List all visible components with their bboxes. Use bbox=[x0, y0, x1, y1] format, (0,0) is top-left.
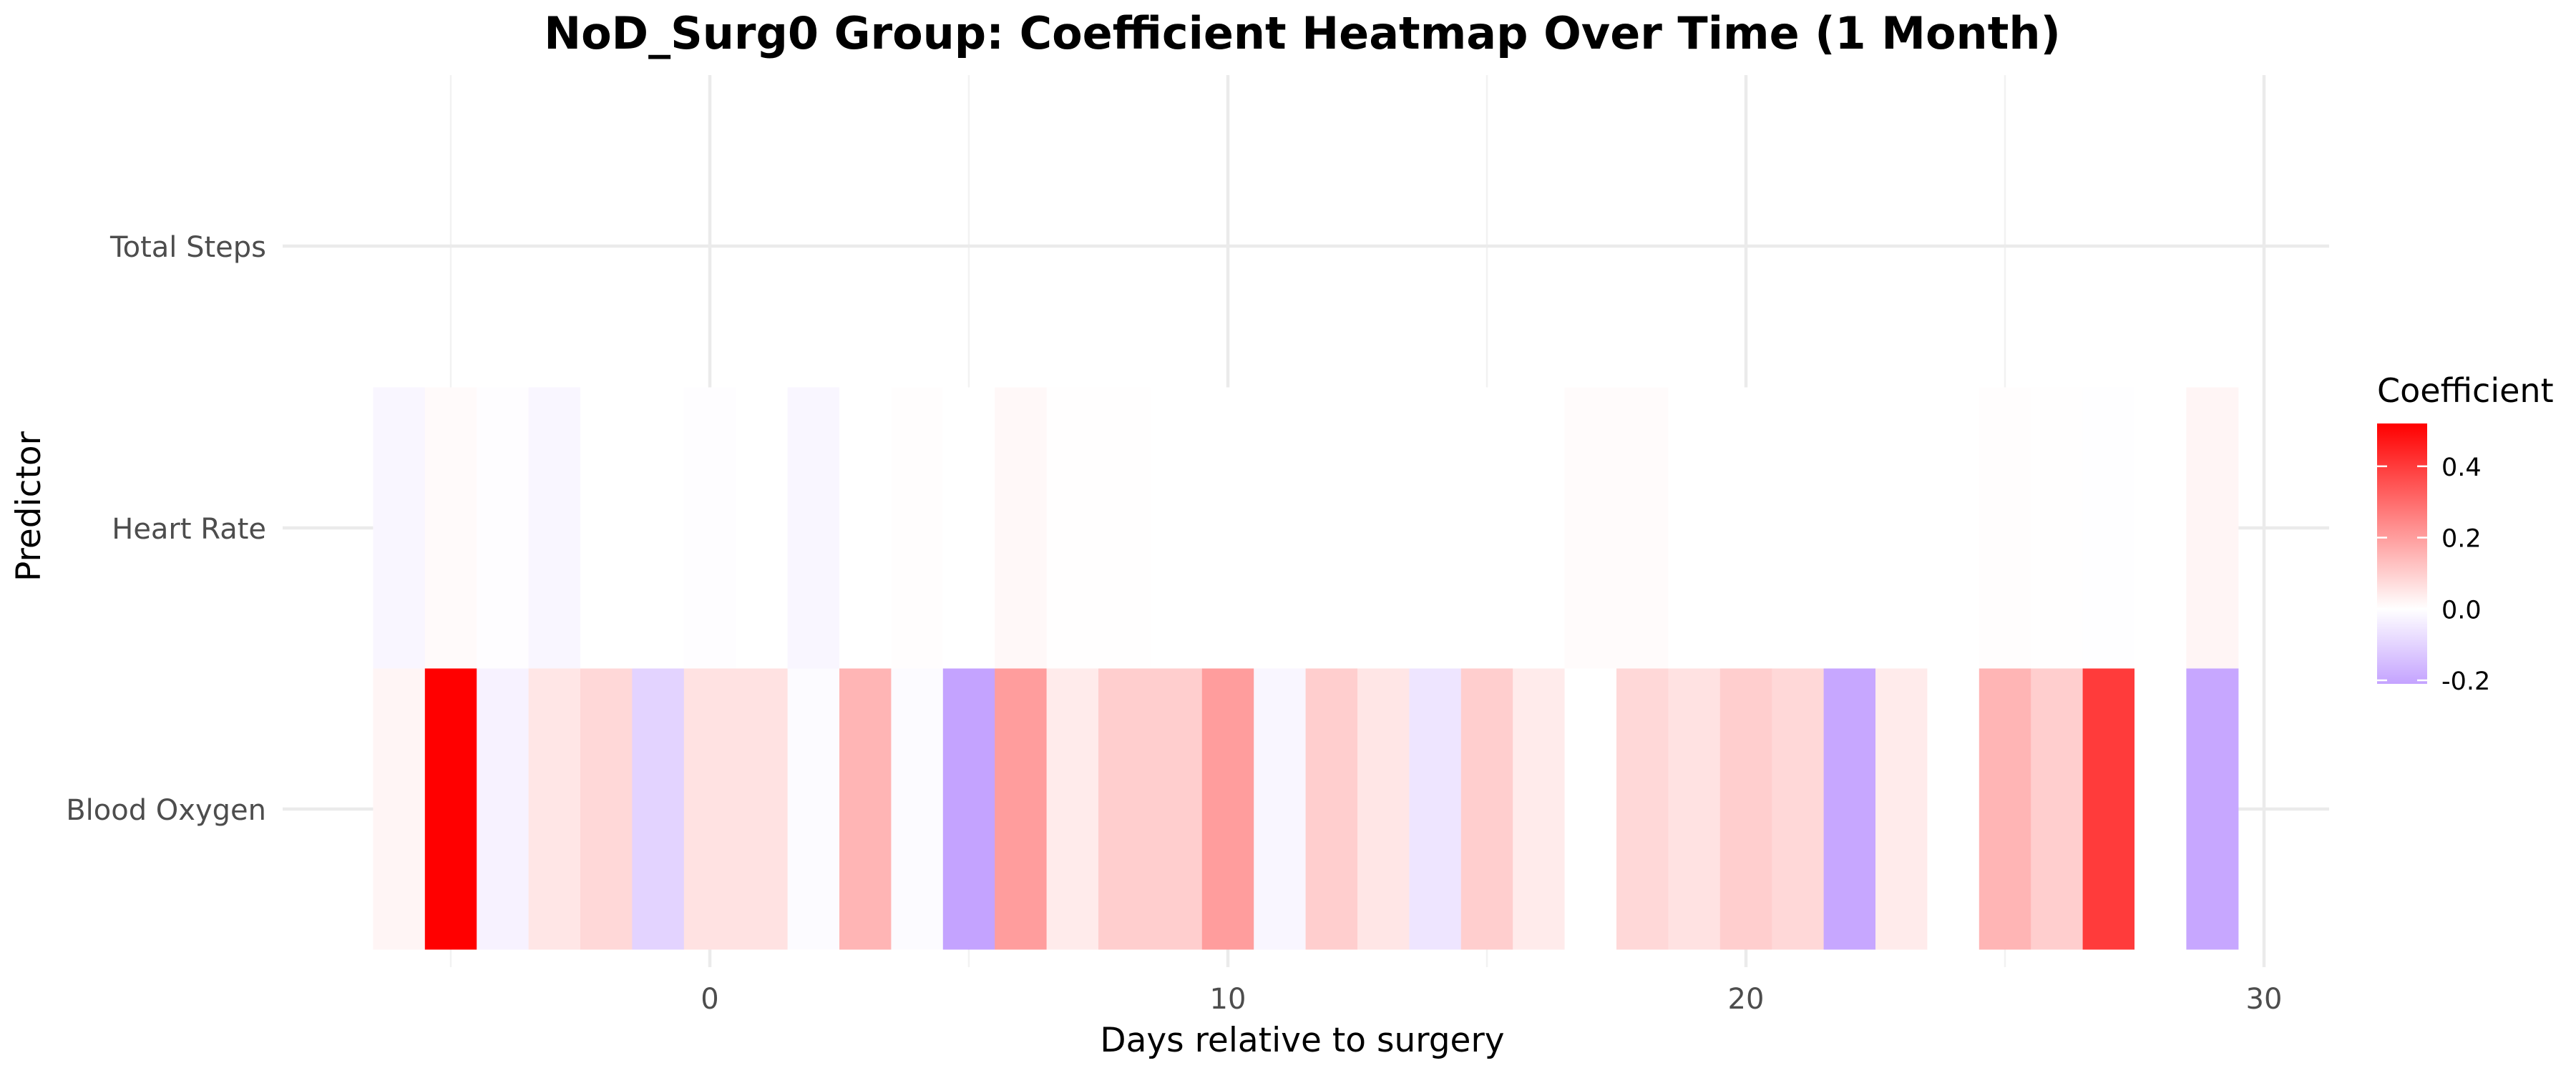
heatmap-tile bbox=[1098, 387, 1151, 669]
heatmap-tile bbox=[1668, 668, 1721, 950]
heatmap-tile bbox=[580, 668, 633, 950]
y-tick-label: Total Steps bbox=[109, 231, 266, 264]
heatmap-tile bbox=[1875, 387, 1928, 669]
legend-title: Coefficient bbox=[2377, 371, 2554, 410]
heatmap-tiles bbox=[373, 387, 2239, 950]
y-tick-labels: Total Steps Heart Rate Blood Oxygen bbox=[66, 231, 266, 827]
legend-tick-label: 0.4 bbox=[2441, 454, 2482, 482]
heatmap-tile bbox=[1409, 387, 1462, 669]
heatmap-tile bbox=[1564, 387, 1617, 669]
chart-title: NoD_Surg0 Group: Coefficient Heatmap Ove… bbox=[544, 7, 2061, 59]
heatmap-tile bbox=[736, 387, 789, 669]
heatmap-tile bbox=[1875, 668, 1928, 950]
heatmap-tile bbox=[1772, 668, 1825, 950]
x-tick-label: 30 bbox=[2246, 983, 2283, 1016]
heatmap-tile bbox=[1460, 668, 1513, 950]
heatmap-tile bbox=[424, 668, 477, 950]
heatmap-tile bbox=[1823, 668, 1876, 950]
heatmap-tile bbox=[1616, 387, 1669, 669]
heatmap-tile bbox=[2031, 387, 2084, 669]
heatmap-tile bbox=[839, 668, 892, 950]
heatmap-tile bbox=[1823, 387, 1876, 669]
heatmap-tile bbox=[632, 668, 685, 950]
heatmap-tile bbox=[632, 387, 685, 669]
heatmap-tile bbox=[1616, 668, 1669, 950]
heatmap-tile bbox=[839, 387, 892, 669]
heatmap-tile bbox=[1201, 387, 1254, 669]
heatmap-tile bbox=[891, 387, 944, 669]
heatmap-tile bbox=[1719, 387, 1772, 669]
heatmap-tile bbox=[477, 668, 530, 950]
heatmap-tile bbox=[580, 387, 633, 669]
heatmap-tile bbox=[2082, 387, 2135, 669]
heatmap-tile bbox=[787, 668, 840, 950]
heatmap-tile bbox=[2135, 387, 2187, 669]
heatmap-tile bbox=[1979, 387, 2031, 669]
heatmap-tile bbox=[683, 387, 736, 669]
color-legend: Coefficient 0.4 0.2 0.0 -0.2 bbox=[2377, 371, 2554, 696]
heatmap-tile bbox=[891, 668, 944, 950]
heatmap-tile bbox=[528, 387, 581, 669]
heatmap-tile bbox=[2082, 668, 2135, 950]
heatmap-tile bbox=[1098, 668, 1151, 950]
heatmap-tile bbox=[528, 668, 581, 950]
heatmap-tile bbox=[2135, 668, 2187, 950]
y-axis-title: Predictor bbox=[9, 431, 49, 582]
heatmap-tile bbox=[1513, 387, 1566, 669]
heatmap-tile bbox=[1668, 387, 1721, 669]
heatmap-tile bbox=[1357, 387, 1410, 669]
heatmap-tile bbox=[477, 387, 530, 669]
heatmap-tile bbox=[2186, 387, 2239, 669]
y-tick-label: Heart Rate bbox=[112, 513, 266, 546]
x-tick-label: 0 bbox=[701, 983, 718, 1016]
legend-tick-label: 0.0 bbox=[2441, 596, 2482, 624]
heatmap-tile bbox=[995, 387, 1048, 669]
heatmap-tile bbox=[424, 387, 477, 669]
legend-tick-label: -0.2 bbox=[2441, 667, 2490, 696]
x-tick-labels: 0 10 20 30 bbox=[701, 983, 2282, 1016]
x-axis-title: Days relative to surgery bbox=[1100, 1021, 1504, 1060]
heatmap-tile bbox=[1772, 387, 1825, 669]
heatmap-tile bbox=[1719, 668, 1772, 950]
heatmap-tile bbox=[1927, 668, 1980, 950]
heatmap-tile bbox=[1046, 668, 1099, 950]
heatmap-tile bbox=[373, 387, 426, 669]
x-tick-label: 10 bbox=[1210, 983, 1246, 1016]
heatmap-tile bbox=[736, 668, 789, 950]
heatmap-tile bbox=[2031, 668, 2084, 950]
heatmap-tile bbox=[1254, 668, 1307, 950]
heatmap-tile bbox=[1046, 387, 1099, 669]
legend-colorbar bbox=[2377, 423, 2427, 684]
heatmap-tile bbox=[373, 668, 426, 950]
x-tick-label: 20 bbox=[1728, 983, 1765, 1016]
heatmap-tile bbox=[1513, 668, 1566, 950]
heatmap-tile bbox=[2186, 668, 2239, 950]
heatmap-tile bbox=[1927, 387, 1980, 669]
heatmap-tile bbox=[1150, 387, 1203, 669]
heatmap-tile bbox=[1357, 668, 1410, 950]
heatmap-tile bbox=[995, 668, 1048, 950]
heatmap-tile bbox=[1409, 668, 1462, 950]
heatmap-tile bbox=[1564, 668, 1617, 950]
heatmap-tile bbox=[1305, 668, 1358, 950]
heatmap-tile bbox=[787, 387, 840, 669]
y-tick-label: Blood Oxygen bbox=[66, 794, 266, 827]
heatmap-tile bbox=[1460, 387, 1513, 669]
heatmap-tile bbox=[1979, 668, 2031, 950]
heatmap-tile bbox=[683, 668, 736, 950]
heatmap-tile bbox=[1305, 387, 1358, 669]
heatmap-tile bbox=[942, 668, 995, 950]
heatmap-tile bbox=[1201, 668, 1254, 950]
heatmap-tile bbox=[1254, 387, 1307, 669]
heatmap-tile bbox=[942, 387, 995, 669]
heatmap-tile bbox=[1150, 668, 1203, 950]
legend-tick-label: 0.2 bbox=[2441, 525, 2482, 554]
